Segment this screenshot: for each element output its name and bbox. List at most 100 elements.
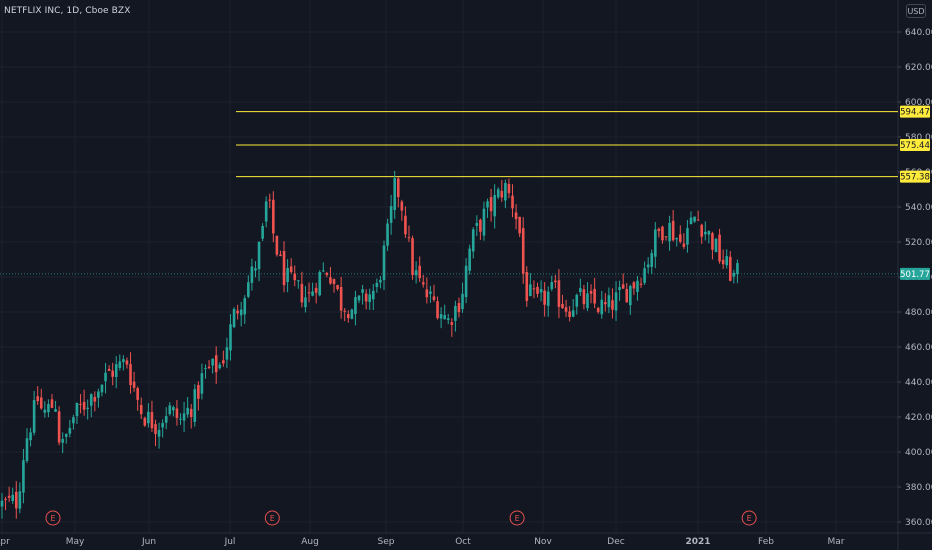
candle[interactable]	[336, 284, 339, 291]
candle[interactable]	[728, 251, 732, 282]
candle[interactable]	[429, 285, 432, 303]
candle[interactable]	[586, 282, 589, 312]
candle[interactable]	[36, 386, 39, 405]
candle[interactable]	[297, 279, 300, 289]
candle[interactable]	[657, 227, 661, 238]
candle[interactable]	[189, 404, 193, 429]
candle[interactable]	[239, 301, 243, 327]
candle[interactable]	[232, 307, 236, 329]
candle[interactable]	[475, 215, 479, 237]
candle[interactable]	[250, 258, 254, 291]
candle[interactable]	[707, 230, 711, 244]
candle[interactable]	[661, 225, 664, 244]
candle[interactable]	[54, 400, 57, 412]
candle[interactable]	[714, 237, 718, 253]
candle[interactable]	[11, 487, 15, 504]
candle[interactable]	[557, 269, 561, 319]
candle[interactable]	[139, 397, 143, 419]
candle[interactable]	[361, 284, 364, 305]
candle[interactable]	[386, 218, 389, 251]
candle[interactable]	[625, 282, 629, 303]
candle[interactable]	[664, 236, 668, 241]
candle[interactable]	[621, 273, 625, 289]
candle[interactable]	[482, 201, 486, 241]
candle[interactable]	[200, 363, 204, 400]
candle[interactable]	[125, 357, 129, 369]
candle[interactable]	[546, 286, 550, 317]
candle[interactable]	[439, 307, 443, 329]
candle[interactable]	[596, 306, 600, 314]
candle[interactable]	[579, 278, 582, 296]
candle[interactable]	[207, 359, 211, 370]
candle[interactable]	[539, 280, 543, 302]
candle[interactable]	[43, 401, 47, 418]
candle[interactable]	[279, 250, 282, 257]
candle[interactable]	[268, 193, 272, 209]
candle[interactable]	[500, 179, 504, 202]
candle[interactable]	[293, 265, 297, 287]
candle[interactable]	[86, 399, 89, 420]
candle[interactable]	[332, 278, 336, 293]
candle[interactable]	[607, 287, 611, 314]
candle[interactable]	[450, 318, 454, 337]
candle[interactable]	[346, 310, 350, 323]
candle[interactable]	[32, 390, 36, 436]
candle[interactable]	[322, 262, 325, 273]
candle[interactable]	[307, 282, 311, 303]
earnings-marker[interactable]	[509, 510, 525, 526]
candle[interactable]	[543, 282, 546, 317]
candle[interactable]	[22, 448, 25, 504]
candle[interactable]	[261, 223, 264, 242]
candle[interactable]	[204, 364, 207, 379]
candle[interactable]	[393, 170, 396, 219]
candle[interactable]	[257, 241, 261, 282]
candle[interactable]	[114, 356, 118, 389]
candle[interactable]	[82, 389, 86, 416]
candle[interactable]	[79, 394, 82, 414]
candle[interactable]	[375, 278, 379, 293]
candle[interactable]	[693, 216, 696, 223]
candle[interactable]	[350, 308, 354, 320]
candle[interactable]	[514, 204, 518, 230]
candle[interactable]	[104, 362, 107, 394]
candle[interactable]	[686, 219, 689, 253]
candle[interactable]	[357, 295, 361, 304]
candle[interactable]	[39, 388, 43, 410]
candle[interactable]	[29, 427, 32, 447]
candle[interactable]	[700, 223, 704, 244]
candle[interactable]	[396, 176, 400, 208]
candle[interactable]	[300, 271, 304, 308]
candle[interactable]	[118, 354, 122, 371]
candle[interactable]	[229, 314, 232, 361]
candle[interactable]	[389, 194, 393, 235]
candle[interactable]	[646, 257, 650, 274]
candle[interactable]	[496, 187, 500, 200]
candle[interactable]	[264, 196, 268, 228]
candle[interactable]	[143, 416, 147, 427]
candle[interactable]	[311, 282, 314, 297]
candle[interactable]	[582, 284, 586, 310]
candle[interactable]	[404, 206, 407, 238]
candle[interactable]	[7, 486, 11, 502]
candle[interactable]	[61, 432, 64, 454]
candle[interactable]	[721, 249, 725, 270]
candle[interactable]	[275, 235, 279, 257]
candle[interactable]	[489, 188, 493, 222]
candle[interactable]	[289, 258, 293, 274]
candle[interactable]	[286, 259, 289, 293]
candle[interactable]	[147, 403, 150, 428]
candle[interactable]	[711, 231, 714, 260]
candle[interactable]	[504, 179, 507, 209]
candle[interactable]	[432, 284, 436, 302]
candle[interactable]	[400, 199, 404, 221]
candle[interactable]	[696, 210, 700, 221]
candle[interactable]	[571, 299, 575, 318]
candle[interactable]	[50, 394, 54, 409]
candle[interactable]	[25, 428, 29, 464]
candle[interactable]	[457, 297, 461, 318]
candle[interactable]	[414, 261, 418, 284]
candle[interactable]	[554, 274, 557, 289]
candle[interactable]	[314, 282, 318, 304]
